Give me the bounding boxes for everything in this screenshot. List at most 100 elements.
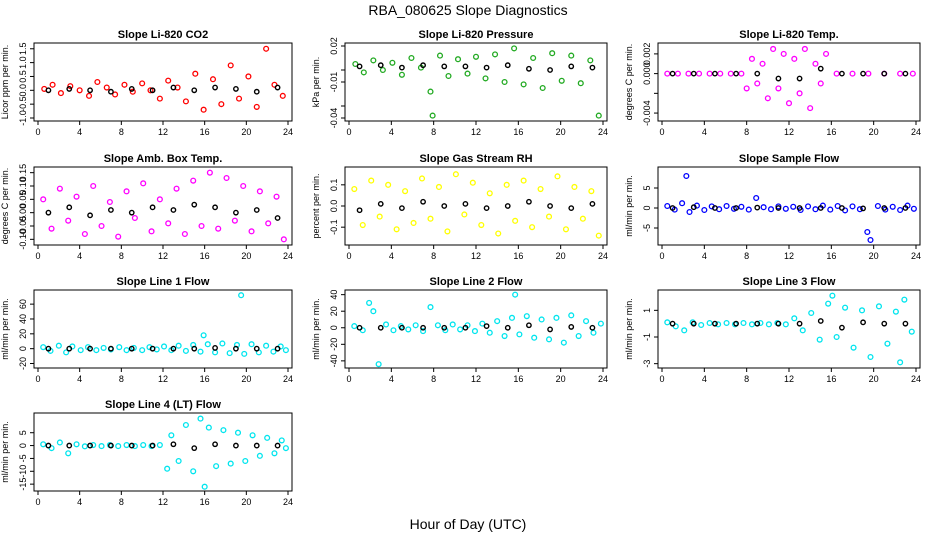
data-point	[226, 350, 233, 357]
data-point	[738, 203, 745, 210]
data-point	[889, 203, 896, 210]
data-point	[65, 217, 72, 224]
plot-frame	[657, 289, 921, 369]
data-point	[427, 304, 434, 311]
x-tick-label: 4	[389, 374, 394, 384]
y-tick-label: 0.0	[18, 84, 28, 97]
mean-point	[690, 70, 697, 77]
mean-point	[87, 87, 93, 94]
mean-point	[420, 198, 426, 205]
mean-point	[860, 319, 866, 326]
data-point	[76, 87, 83, 94]
data-point	[558, 77, 565, 84]
chart-panel-sampleflow: Slope Sample Flow ml/min per min. 0 4 8 12 16 2…	[624, 153, 921, 261]
y-tick-label: -0.04	[329, 108, 339, 129]
data-point	[785, 100, 793, 107]
mean-point	[754, 204, 761, 211]
x-tick-label: 24	[598, 374, 608, 384]
x-tick-label: 8	[119, 497, 124, 507]
mean-point	[839, 70, 845, 77]
data-point	[131, 443, 138, 450]
chart-panel-line4: Slope Line 4 (LT) Flow ml/min per min. 0 4 8…	[0, 399, 293, 507]
data-point	[197, 348, 204, 355]
data-point	[190, 177, 197, 184]
mean-point	[817, 65, 824, 72]
mean-point	[253, 88, 260, 95]
mean-point	[526, 65, 532, 72]
data-point	[529, 224, 536, 231]
mean-point	[504, 62, 511, 69]
data-point	[402, 188, 409, 195]
data-point	[98, 443, 105, 450]
data-point	[85, 92, 93, 99]
x-tick-label: 16	[826, 251, 836, 261]
data-point	[40, 441, 47, 448]
chart-title: Slope Li-820 Temp.	[739, 29, 838, 41]
data-point	[280, 236, 287, 243]
data-point	[273, 193, 280, 200]
y-tick-label: 40	[18, 314, 28, 324]
data-point	[410, 219, 417, 226]
mean-point	[45, 209, 52, 216]
mean-point	[547, 326, 553, 333]
mean-point	[754, 320, 761, 327]
y-tick-label: 0.02	[329, 37, 339, 55]
mean-point	[233, 209, 239, 216]
data-point	[40, 196, 47, 203]
mean-point	[441, 63, 448, 70]
data-point	[192, 70, 199, 77]
data-point	[408, 54, 415, 62]
mean-point	[356, 63, 363, 70]
data-point	[538, 316, 545, 323]
chart-title: Slope Gas Stream RH	[419, 153, 532, 165]
data-point	[537, 186, 544, 193]
data-point	[182, 347, 189, 354]
data-point	[77, 347, 84, 354]
y-tick-label: -5	[642, 224, 652, 232]
mean-point	[108, 88, 114, 95]
data-point	[587, 57, 594, 64]
data-point	[264, 434, 271, 441]
mean-point	[274, 84, 281, 91]
mean-point	[796, 75, 803, 82]
data-point	[897, 359, 904, 366]
data-point	[173, 185, 180, 192]
data-point	[65, 450, 72, 457]
y-tick-label: 0.000	[642, 62, 652, 85]
data-point	[351, 186, 358, 193]
data-point	[240, 182, 247, 190]
x-tick-label: 4	[702, 374, 707, 384]
data-point	[539, 84, 546, 92]
data-point	[200, 332, 207, 339]
data-point	[461, 211, 468, 218]
data-point	[590, 329, 597, 336]
x-tick-label: 16	[200, 127, 210, 137]
x-tick-label: 16	[200, 251, 210, 261]
mean-point	[253, 207, 260, 213]
y-tick-label: -0.004	[642, 100, 652, 126]
mean-point	[568, 205, 575, 212]
mean-point	[504, 324, 511, 331]
mean-point	[377, 62, 384, 69]
x-tick-label: 24	[598, 251, 608, 261]
y-tick-label: 20	[18, 329, 28, 339]
x-tick-label: 12	[784, 251, 794, 261]
x-tick-label: 12	[158, 127, 168, 137]
y-axis-label: Licor ppm per min.	[0, 45, 10, 120]
mean-point	[191, 445, 198, 452]
mean-point	[274, 345, 281, 352]
data-point	[100, 344, 107, 351]
x-tick-label: 0	[346, 127, 351, 137]
x-tick-label: 20	[869, 374, 879, 384]
data-point	[597, 320, 604, 327]
data-point	[103, 84, 110, 91]
data-point	[40, 344, 47, 351]
x-tick-label: 12	[784, 127, 794, 137]
data-point	[248, 228, 255, 235]
mean-point	[87, 345, 93, 352]
data-point	[81, 443, 88, 450]
data-point	[238, 292, 245, 299]
data-point	[140, 180, 147, 187]
x-tick-label: 4	[389, 127, 394, 137]
data-point	[908, 328, 915, 335]
